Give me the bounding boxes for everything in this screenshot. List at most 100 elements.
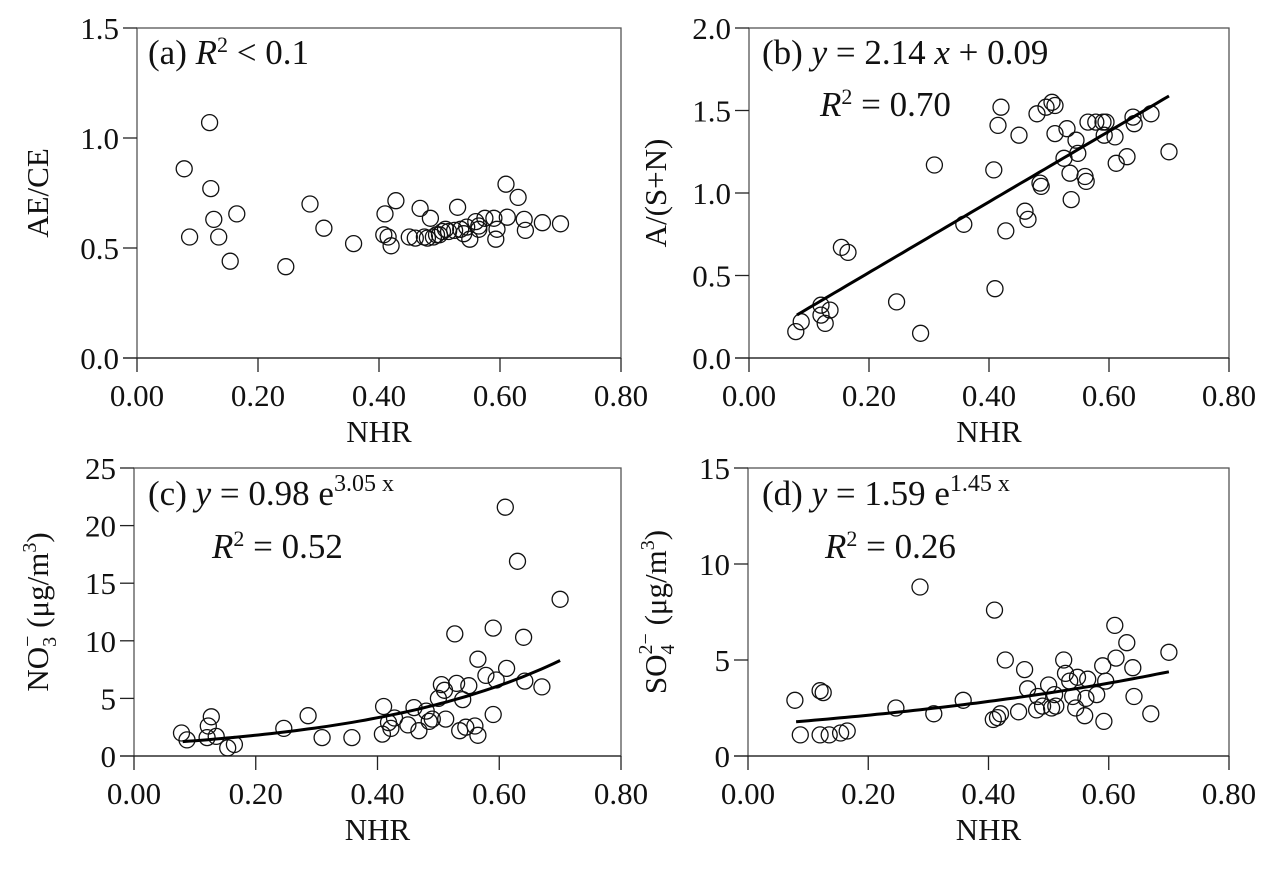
data-point (202, 708, 220, 726)
data-point (221, 252, 239, 270)
data-point (313, 728, 331, 747)
data-point (787, 322, 805, 341)
r2-value: = 0.70 (852, 85, 951, 124)
data-point (477, 666, 495, 685)
y-tick-label: 15 (85, 566, 116, 601)
data-point (509, 188, 527, 207)
y-tick-label: 10 (699, 547, 730, 582)
data-point (985, 161, 1003, 179)
data-point (469, 650, 487, 668)
data-point (925, 705, 943, 723)
data-point (1142, 705, 1160, 723)
data-point (515, 210, 533, 229)
data-point (420, 712, 438, 731)
data-point (487, 230, 505, 248)
x-tick-label: 0.00 (110, 378, 164, 413)
data-point (516, 672, 534, 690)
data-point (497, 175, 515, 193)
y-tick-label: 25 (85, 451, 116, 486)
data-point (446, 625, 464, 643)
data-point (277, 258, 295, 276)
data-point (228, 205, 246, 223)
data-point (485, 209, 503, 227)
data-point (1107, 649, 1125, 667)
data-point (484, 705, 502, 724)
data-point (382, 719, 400, 738)
panel-label: (d) (762, 474, 803, 513)
y-tick-label: 20 (85, 509, 116, 544)
ylabel-main: NO (20, 647, 55, 692)
data-point (172, 724, 191, 742)
data-point (301, 195, 319, 213)
data-point (207, 727, 225, 746)
x-tick-label: 0.00 (722, 378, 776, 413)
r-symbol: R (211, 527, 233, 566)
x-tick-label: 0.60 (472, 776, 526, 811)
panel-label: (c) (148, 474, 187, 513)
r-symbol: R (819, 85, 841, 124)
eq-mid: = 0.98 e (211, 474, 334, 513)
data-point (451, 722, 469, 740)
y-tick-label: 0.5 (692, 259, 731, 294)
fit-curve (182, 659, 561, 744)
y-axis-title: A/(S+N) (638, 139, 673, 248)
data-point (1097, 113, 1115, 131)
data-point (1106, 616, 1124, 635)
data-point (533, 678, 551, 696)
y-tick-label: 2.0 (692, 11, 731, 46)
data-point (1077, 172, 1095, 191)
data-point (1015, 660, 1034, 679)
eq-end: + 0.09 (950, 33, 1049, 72)
data-point (814, 683, 832, 702)
data-point (820, 726, 838, 744)
x-axis-title: NHR (956, 812, 1022, 847)
data-point (496, 498, 514, 516)
y-tick-label: 5 (715, 643, 731, 678)
data-point (387, 192, 405, 210)
eq-y: y (193, 474, 212, 513)
panel-a: 0.00 0.20 0.40 0.60 0.80 0.0 0.5 1.0 1.5 (a) R2 … (20, 11, 648, 449)
fit-line (796, 94, 1170, 317)
data-point (839, 243, 857, 262)
data-point (447, 674, 466, 693)
data-point (385, 709, 404, 727)
data-point (1079, 113, 1097, 131)
data-point (1076, 707, 1094, 725)
data-point (202, 179, 220, 198)
y-tick-label: 0 (715, 739, 731, 774)
data-point (411, 199, 429, 218)
ylabel-superscript: 2− (635, 633, 657, 654)
panel-d: 0.00 0.20 0.40 0.60 0.80 0 5 10 15 (d) y = 1.59 … (635, 451, 1256, 847)
eq-exponent: 1.45 x (950, 471, 1010, 497)
fit-curve (795, 670, 1170, 724)
data-point (175, 160, 193, 178)
data-point (469, 726, 487, 744)
data-point (997, 222, 1015, 240)
r2-value: < 0.1 (228, 33, 309, 72)
data-point (343, 728, 361, 747)
data-point (458, 218, 476, 236)
data-point (1058, 120, 1076, 138)
data-point (985, 601, 1004, 619)
data-point (210, 228, 228, 246)
data-point (497, 659, 516, 678)
data-point (421, 209, 440, 227)
x-tick-label: 0.00 (107, 776, 161, 811)
data-point (1032, 177, 1050, 196)
panel-c: 0.00 0.20 0.40 0.60 0.80 0 5 10 15 20 25 (c) y = 0… (17, 451, 648, 847)
data-point (445, 221, 464, 240)
eq-mid: = 1.59 e (827, 474, 950, 513)
data-point (1016, 202, 1034, 220)
x-tick-label: 0.80 (594, 776, 648, 811)
data-point (484, 619, 502, 637)
data-point (1043, 93, 1061, 111)
x-tick-label: 0.40 (962, 378, 1016, 413)
r-squared-exponent: 2 (846, 526, 857, 551)
data-point (1067, 131, 1085, 149)
data-point (831, 724, 850, 742)
scatter-points (786, 578, 1178, 744)
data-point (448, 198, 467, 216)
x-tick-label: 0.80 (594, 378, 648, 413)
data-point (887, 699, 905, 717)
